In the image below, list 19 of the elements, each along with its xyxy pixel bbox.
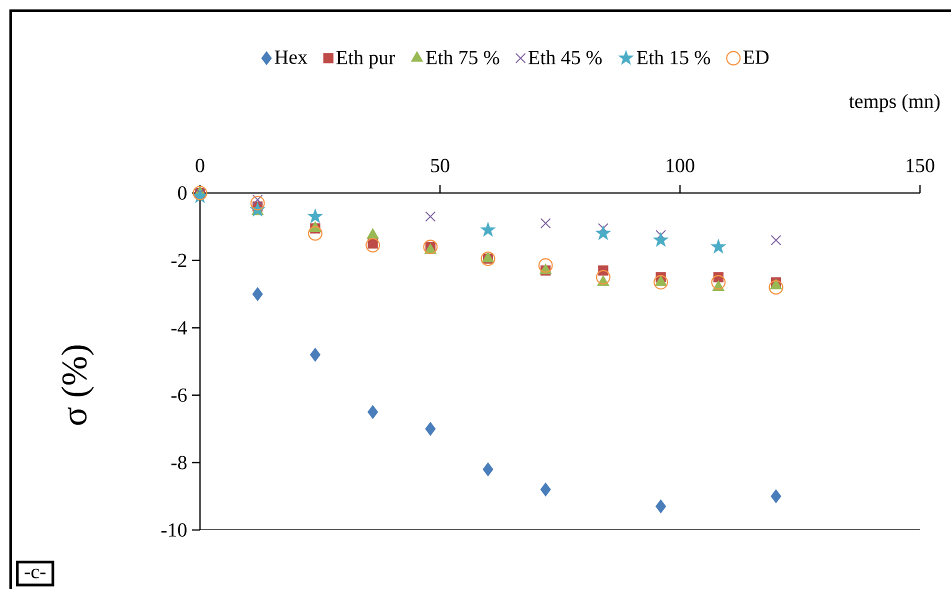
x-tick-label: 50 [431,158,450,172]
y-tick-label: 0 [178,186,187,200]
x-axis-title: temps (mn) [849,94,940,112]
x-tick-label: 0 [196,158,204,172]
y-tick-label: -8 [171,456,187,470]
legend-label: ED [743,50,769,64]
legend-label: Eth 45 % [528,50,602,64]
x-tick-label: 150 [906,158,934,172]
legend-label: Hex [274,50,308,64]
y-tick-label: -6 [171,388,187,402]
x-tick-label: 100 [666,158,694,172]
y-tick-label: -2 [171,254,186,268]
legend-label: Eth 75 % [426,50,500,64]
legend-label: Eth 15 % [636,50,710,64]
text: -c- [24,568,46,578]
legend-label: Eth pur [336,50,396,68]
y-axis-title: σ (%) [61,346,94,425]
y-tick-label: -10 [161,523,187,537]
y-tick-label: -4 [171,321,187,334]
